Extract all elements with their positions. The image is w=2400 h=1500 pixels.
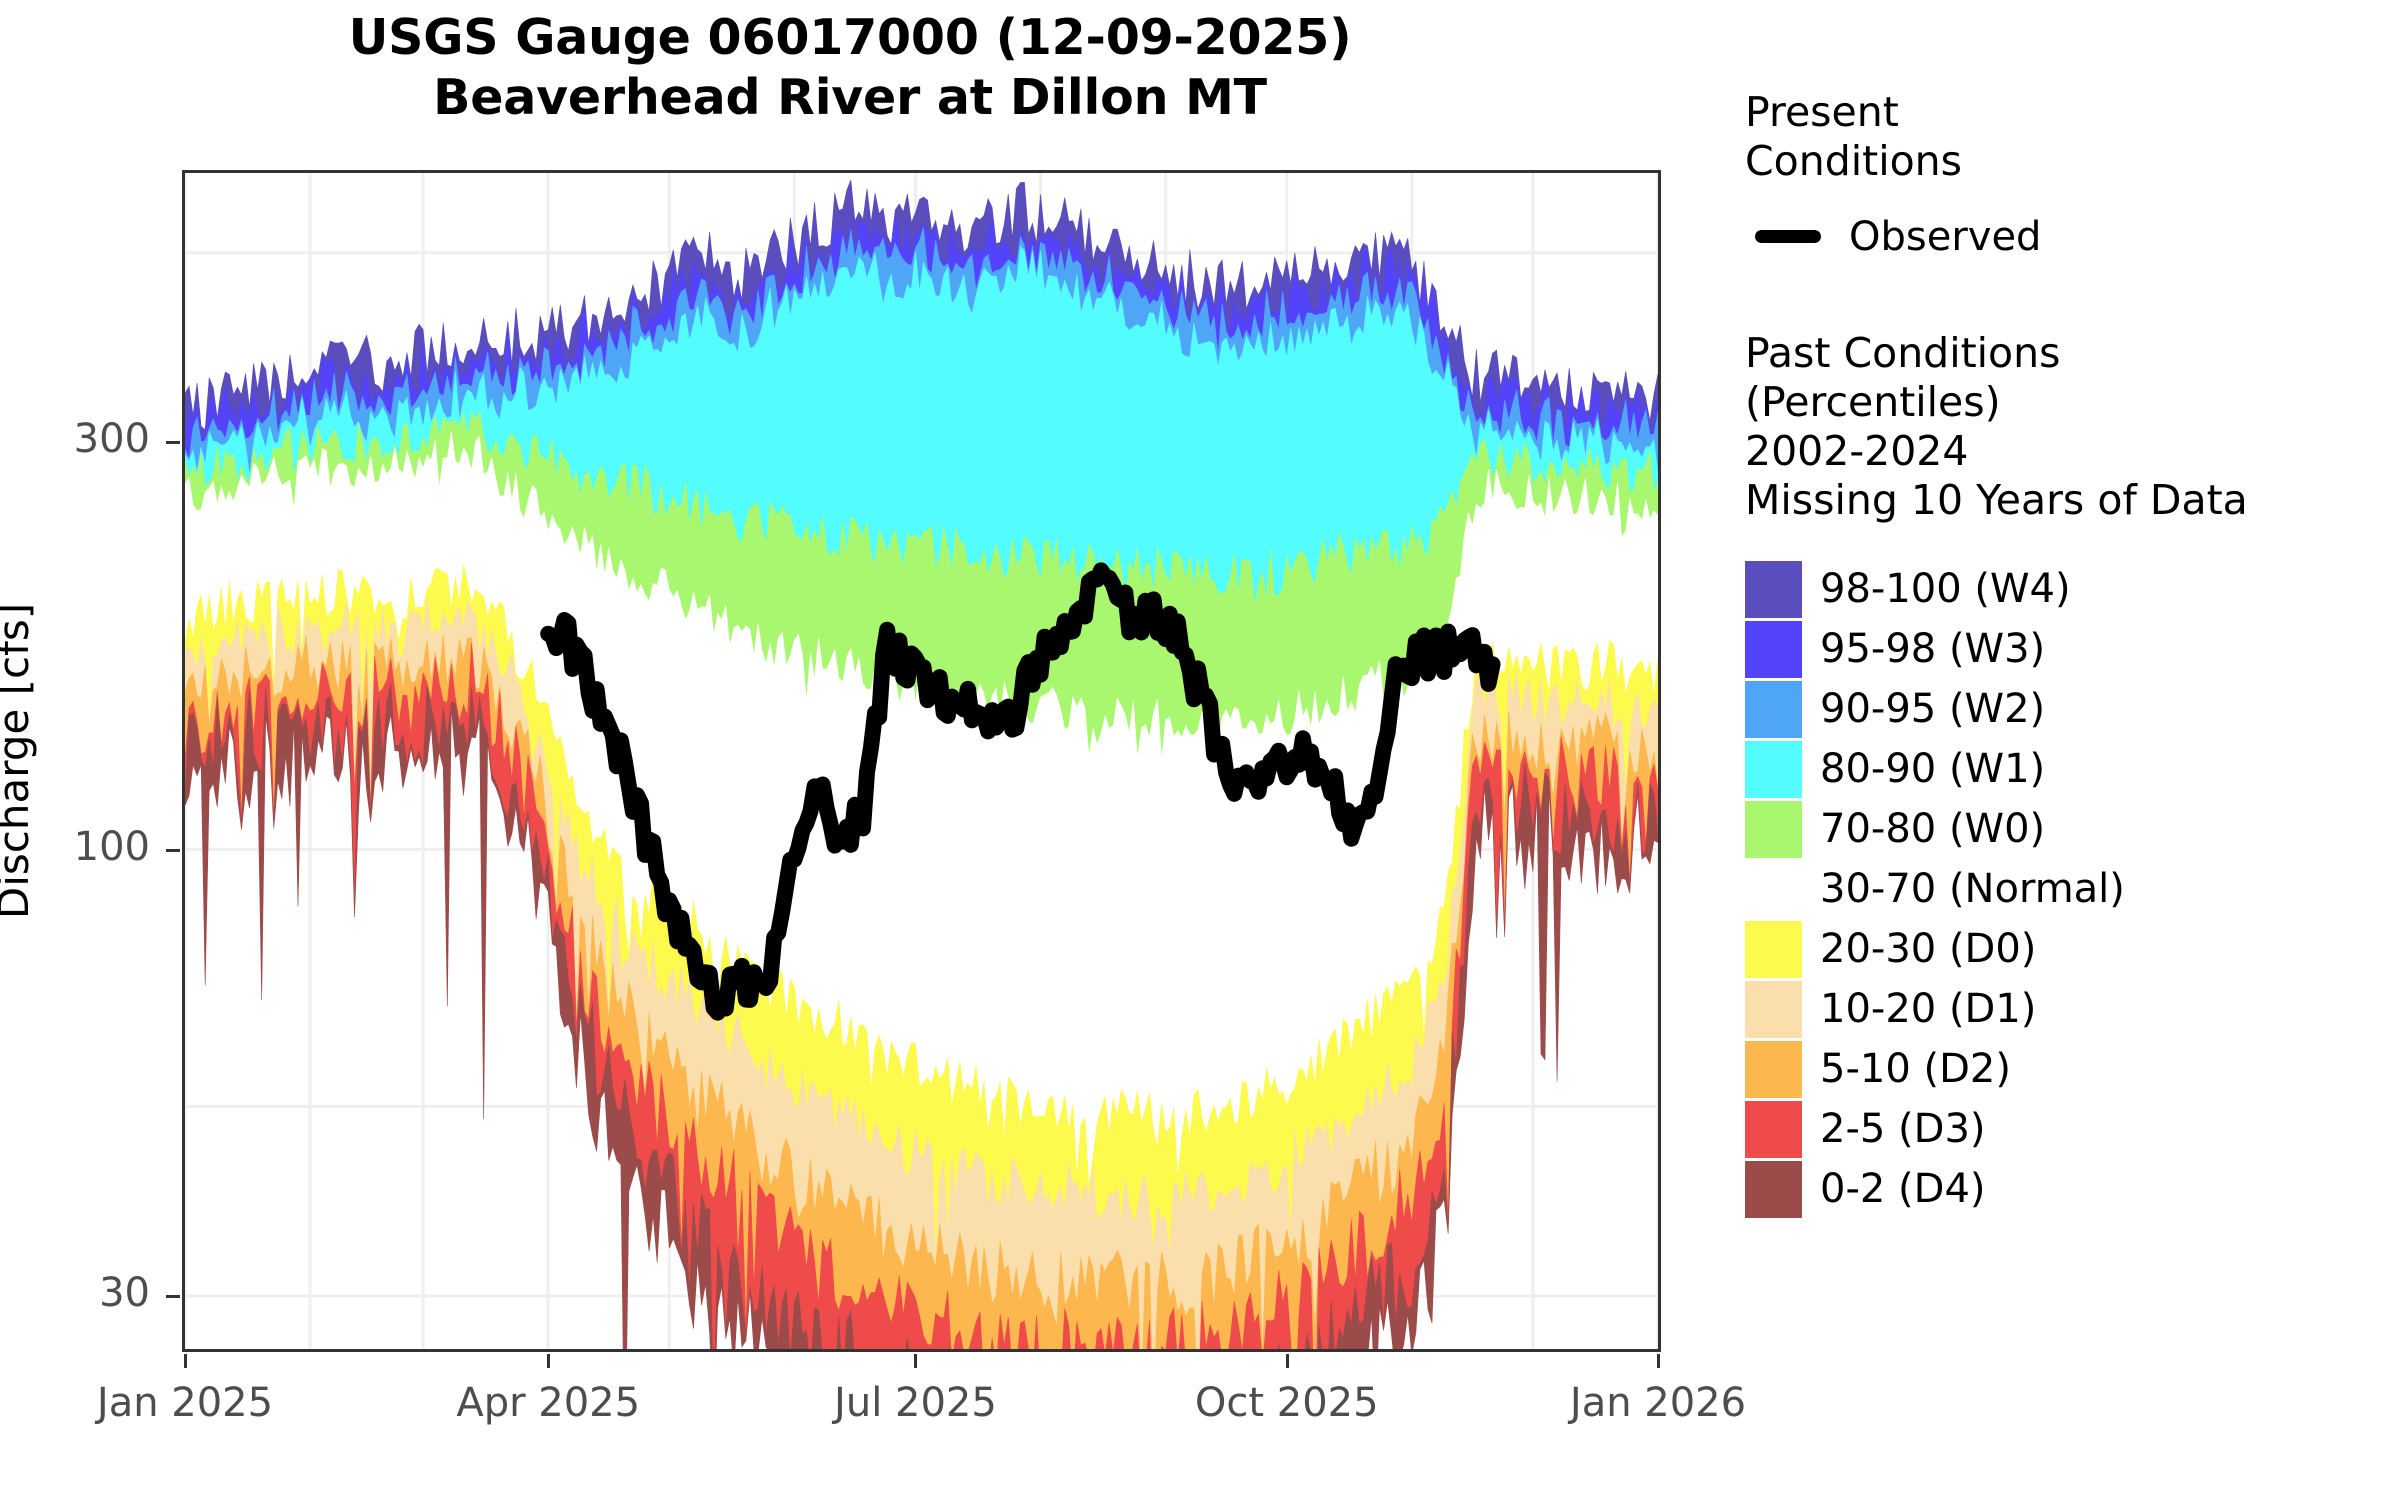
legend-swatch-icon bbox=[1745, 1100, 1802, 1158]
legend-past-title-line1: Past Conditions bbox=[1745, 329, 2061, 377]
observed-line bbox=[540, 562, 1501, 1021]
x-tick-label-3: Oct 2025 bbox=[1194, 1380, 1379, 1426]
legend: Present Conditions Observed Past Conditi… bbox=[1745, 88, 2385, 1219]
legend-item-6[interactable]: 20-30 (D0) bbox=[1745, 919, 2385, 979]
x-tick-mark bbox=[547, 1354, 551, 1368]
hydrograph-chart bbox=[185, 173, 1658, 1349]
legend-swatch-icon bbox=[1745, 861, 1802, 918]
legend-present-title: Present Conditions bbox=[1745, 88, 2385, 186]
legend-item-label: 95-98 (W3) bbox=[1820, 626, 2046, 672]
y-tick-mark bbox=[166, 848, 180, 852]
plot-area[interactable] bbox=[182, 170, 1661, 1352]
x-tick-label-4: Jan 2026 bbox=[1569, 1380, 1747, 1426]
legend-item-observed-label: Observed bbox=[1849, 213, 2042, 260]
legend-past-title-line4: Missing 10 Years of Data bbox=[1745, 476, 2248, 524]
legend-past-title-line3: 2002-2024 bbox=[1745, 427, 1969, 475]
legend-item-label: 70-80 (W0) bbox=[1820, 806, 2046, 852]
legend-item-4[interactable]: 70-80 (W0) bbox=[1745, 799, 2385, 859]
legend-swatch-icon bbox=[1745, 680, 1802, 738]
band-0-2 (D4) bbox=[185, 683, 1658, 1349]
y-tick-mark bbox=[166, 441, 180, 445]
y-tick-label-30: 30 bbox=[99, 1269, 150, 1316]
legend-present-title-line2: Conditions bbox=[1745, 137, 1963, 185]
legend-item-label: 20-30 (D0) bbox=[1820, 926, 2037, 972]
y-tick-mark bbox=[166, 1294, 180, 1298]
x-tick-label-2: Jul 2025 bbox=[834, 1380, 997, 1426]
legend-item-label: 30-70 (Normal) bbox=[1820, 866, 2125, 912]
legend-item-2[interactable]: 90-95 (W2) bbox=[1745, 679, 2385, 739]
legend-item-0[interactable]: 98-100 (W4) bbox=[1745, 559, 2385, 619]
legend-swatch-icon bbox=[1745, 1040, 1802, 1098]
y-axis-label-wrap: Discharge [cfs] bbox=[0, 170, 78, 1352]
legend-item-7[interactable]: 10-20 (D1) bbox=[1745, 979, 2385, 1039]
title-line-2: Beaverhead River at Dillon MT bbox=[433, 69, 1267, 126]
legend-item-label: 80-90 (W1) bbox=[1820, 746, 2046, 792]
legend-swatch-icon bbox=[1745, 800, 1802, 858]
legend-past-title-line2: (Percentiles) bbox=[1745, 378, 2001, 426]
legend-swatch-icon bbox=[1745, 620, 1802, 678]
legend-item-label: 10-20 (D1) bbox=[1820, 986, 2037, 1032]
legend-item-label: 5-10 (D2) bbox=[1820, 1046, 2011, 1092]
legend-swatch-icon bbox=[1745, 920, 1802, 978]
legend-item-1[interactable]: 95-98 (W3) bbox=[1745, 619, 2385, 679]
legend-swatch-icon bbox=[1745, 560, 1802, 618]
x-tick-mark bbox=[914, 1354, 918, 1368]
title-line-1: USGS Gauge 06017000 (12-09-2025) bbox=[348, 9, 1352, 66]
x-tick-label-1: Apr 2025 bbox=[456, 1380, 641, 1426]
y-axis-label: Discharge [cfs] bbox=[0, 602, 38, 920]
y-tick-label-100: 100 bbox=[73, 823, 150, 870]
legend-present-title-line1: Present bbox=[1745, 88, 1899, 136]
percentile-bands bbox=[185, 179, 1658, 1349]
x-tick-label-0: Jan 2025 bbox=[96, 1380, 274, 1426]
legend-item-9[interactable]: 2-5 (D3) bbox=[1745, 1099, 2385, 1159]
legend-item-label: 2-5 (D3) bbox=[1820, 1106, 1986, 1152]
x-tick-mark bbox=[184, 1354, 187, 1368]
legend-item-3[interactable]: 80-90 (W1) bbox=[1745, 739, 2385, 799]
y-tick-label-300: 300 bbox=[73, 416, 150, 463]
legend-item-8[interactable]: 5-10 (D2) bbox=[1745, 1039, 2385, 1099]
observed-line-icon bbox=[1745, 208, 1831, 265]
x-tick-mark bbox=[1285, 1354, 1289, 1368]
legend-item-label: 98-100 (W4) bbox=[1820, 566, 2071, 612]
page-title: USGS Gauge 06017000 (12-09-2025) Beaverh… bbox=[0, 8, 1700, 128]
legend-item-label: 90-95 (W2) bbox=[1820, 686, 2046, 732]
legend-past-title: Past Conditions (Percentiles) 2002-2024 … bbox=[1745, 329, 2385, 525]
legend-item-observed[interactable]: Observed bbox=[1745, 208, 2385, 265]
legend-swatch-icon bbox=[1745, 740, 1802, 798]
legend-percentile-items: 98-100 (W4) 95-98 (W3) 90-95 (W2) 80-90 (W1… bbox=[1745, 559, 2385, 1219]
legend-item-label: 0-2 (D4) bbox=[1820, 1166, 1986, 1212]
x-tick-mark bbox=[1657, 1354, 1660, 1368]
legend-swatch-icon bbox=[1745, 980, 1802, 1038]
legend-item-5[interactable]: 30-70 (Normal) bbox=[1745, 859, 2385, 919]
legend-item-10[interactable]: 0-2 (D4) bbox=[1745, 1159, 2385, 1219]
legend-swatch-icon bbox=[1745, 1160, 1802, 1218]
